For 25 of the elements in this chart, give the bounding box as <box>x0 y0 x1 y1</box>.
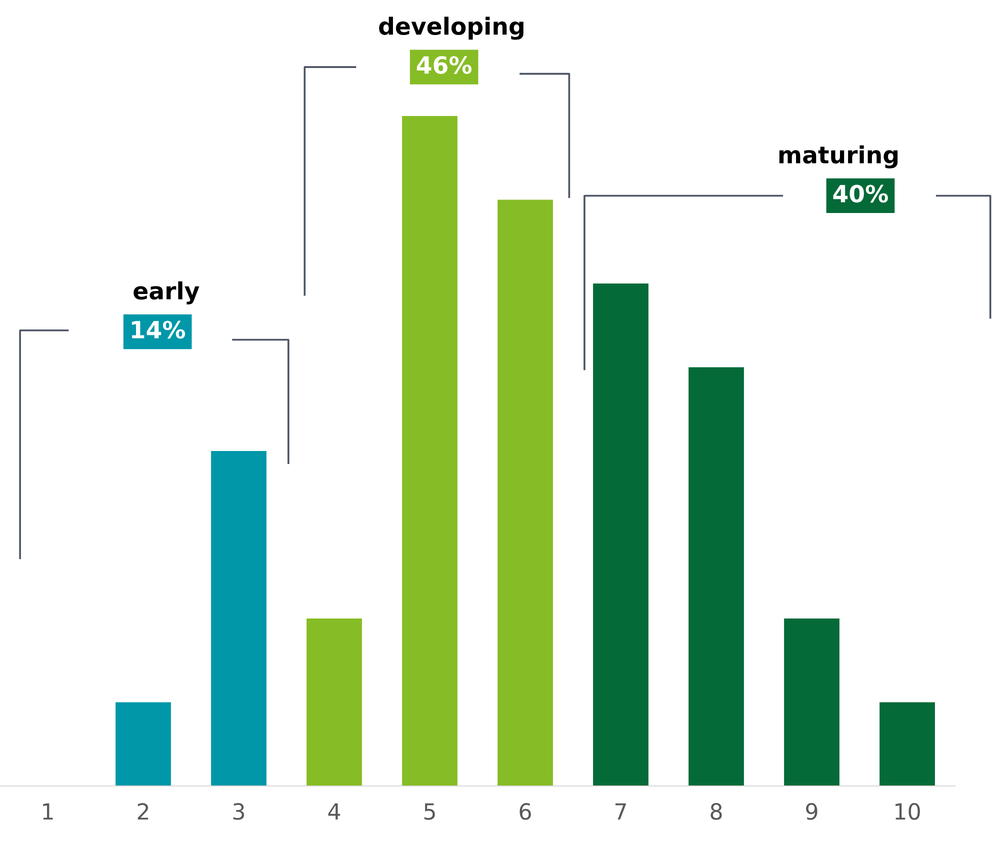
x-tick-label: 1 <box>43 803 53 820</box>
x-tick-label: 9 <box>806 803 818 820</box>
annotation: 14% <box>132 320 186 339</box>
x-tick-label: 8 <box>710 803 722 820</box>
x-tick-label: 3 <box>233 803 244 820</box>
bar <box>306 618 362 786</box>
bar <box>593 284 648 786</box>
bar <box>498 200 553 786</box>
annotation: 40% <box>833 184 888 203</box>
annotation: early <box>134 281 200 304</box>
annotation: maturing <box>779 145 898 168</box>
bar <box>211 451 266 786</box>
text: developing <box>379 16 524 40</box>
x-tick-label: 10 <box>896 803 920 820</box>
bar <box>688 367 744 786</box>
bar <box>880 702 935 786</box>
x-tick-label: 2 <box>138 803 148 820</box>
x-tick-label: 5 <box>424 803 435 820</box>
x-tick-label: 6 <box>520 803 531 820</box>
bar <box>784 618 840 786</box>
bar <box>116 702 171 786</box>
x-tick-label: 4 <box>328 803 340 820</box>
bar <box>402 116 458 786</box>
text: 46% <box>416 56 472 74</box>
x-tick-label: 7 <box>616 803 626 820</box>
